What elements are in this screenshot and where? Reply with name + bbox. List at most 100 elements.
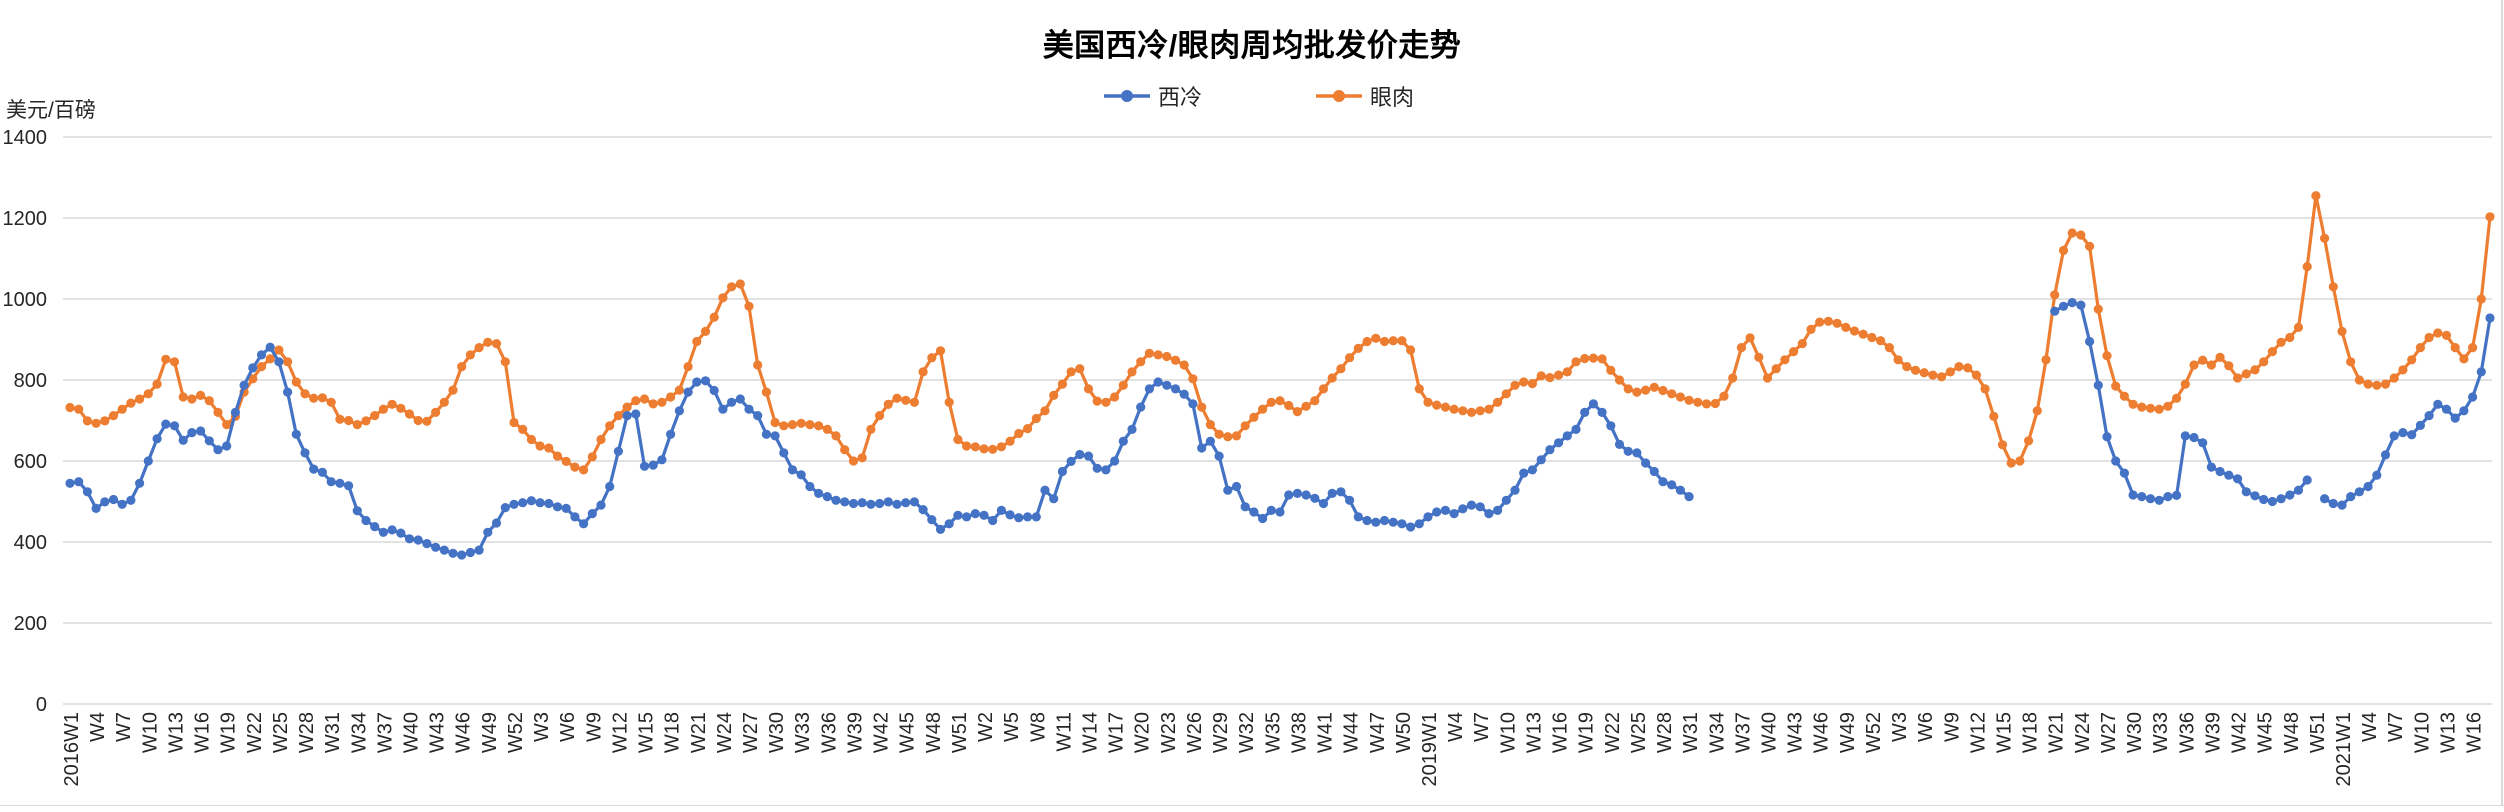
data-point bbox=[2085, 241, 2095, 251]
data-point bbox=[2407, 430, 2417, 440]
data-point bbox=[2241, 369, 2251, 379]
x-axis-label: W33 bbox=[792, 712, 814, 753]
data-point bbox=[1240, 421, 1250, 431]
data-point bbox=[169, 421, 180, 431]
x-axis-label: W13 bbox=[2437, 712, 2459, 753]
data-point bbox=[979, 510, 989, 520]
legend-item-yanrou[interactable]: 眼肉 bbox=[1316, 80, 1414, 112]
data-point bbox=[483, 337, 493, 347]
data-point bbox=[1562, 367, 1572, 377]
data-point bbox=[1858, 329, 1868, 339]
data-point bbox=[300, 389, 310, 399]
data-point bbox=[1083, 384, 1094, 394]
data-point bbox=[491, 339, 502, 349]
data-point bbox=[526, 434, 537, 445]
x-axis-label: W18 bbox=[662, 712, 684, 753]
data-point bbox=[161, 354, 171, 364]
data-point bbox=[1414, 384, 1424, 394]
data-point bbox=[2050, 290, 2060, 300]
data-point bbox=[2015, 456, 2025, 466]
data-point bbox=[1023, 424, 1033, 434]
data-point bbox=[1893, 355, 1903, 365]
data-point bbox=[274, 345, 284, 355]
data-point bbox=[2198, 355, 2208, 365]
legend-item-xileng[interactable]: 西冷 bbox=[1104, 80, 1202, 112]
data-point bbox=[1588, 399, 1598, 409]
data-point bbox=[2389, 373, 2399, 383]
data-point bbox=[457, 550, 467, 560]
data-point bbox=[648, 399, 658, 409]
x-axis-label: W42 bbox=[2229, 712, 2251, 753]
data-point bbox=[1667, 389, 1677, 399]
x-axis-label: W24 bbox=[714, 712, 736, 753]
data-point bbox=[805, 420, 815, 430]
data-point bbox=[1545, 373, 1555, 383]
data-point bbox=[779, 448, 789, 458]
data-point bbox=[1623, 446, 1633, 456]
data-point bbox=[1919, 368, 1929, 378]
data-point bbox=[1127, 424, 1137, 434]
data-point bbox=[988, 515, 998, 526]
data-point bbox=[274, 357, 284, 367]
x-axis-label: W46 bbox=[453, 712, 475, 753]
data-point bbox=[2459, 354, 2469, 364]
data-point bbox=[1841, 322, 1851, 332]
data-point bbox=[1031, 413, 1041, 424]
data-point bbox=[1240, 502, 1250, 512]
data-point bbox=[387, 525, 397, 535]
data-point bbox=[1258, 513, 1268, 524]
data-point bbox=[613, 411, 624, 421]
data-point bbox=[222, 420, 232, 430]
data-point bbox=[1701, 399, 1712, 409]
data-point bbox=[291, 377, 301, 387]
data-point bbox=[300, 448, 310, 458]
data-point bbox=[1440, 402, 1450, 412]
data-point bbox=[2050, 306, 2060, 316]
data-point bbox=[1832, 318, 1842, 328]
data-point bbox=[2354, 375, 2364, 385]
data-point bbox=[2215, 352, 2225, 362]
data-point bbox=[1649, 382, 1659, 392]
data-point bbox=[1057, 466, 1067, 477]
data-point bbox=[875, 498, 885, 509]
data-point bbox=[2085, 336, 2095, 347]
data-point bbox=[2119, 391, 2129, 401]
data-point bbox=[335, 414, 345, 424]
data-point bbox=[570, 512, 580, 522]
data-point bbox=[1658, 477, 1668, 487]
data-point bbox=[1771, 364, 1781, 374]
data-point bbox=[2346, 357, 2356, 367]
data-point bbox=[1501, 495, 1511, 505]
x-axis-label: W9 bbox=[583, 712, 605, 742]
y-axis-label: 200 bbox=[14, 613, 47, 635]
data-point bbox=[822, 424, 832, 434]
x-axis-label: W6 bbox=[1915, 712, 1937, 742]
data-point bbox=[2424, 411, 2434, 421]
data-point bbox=[718, 293, 728, 303]
data-point bbox=[727, 282, 737, 292]
data-point bbox=[631, 396, 641, 406]
data-point bbox=[1527, 465, 1537, 475]
x-axis-label: 2021W1 bbox=[2333, 712, 2355, 787]
data-point bbox=[909, 497, 920, 507]
data-point bbox=[361, 515, 371, 526]
data-point bbox=[431, 542, 441, 552]
data-point bbox=[117, 404, 127, 414]
data-point bbox=[2328, 498, 2338, 509]
data-point bbox=[918, 505, 928, 515]
data-point bbox=[1406, 522, 1416, 532]
data-point bbox=[1284, 490, 1294, 500]
data-point bbox=[1693, 397, 1703, 407]
x-axis-label: W9 bbox=[1941, 712, 1963, 742]
x-axis-label: W40 bbox=[400, 712, 422, 753]
x-axis-label: W7 bbox=[113, 712, 135, 742]
data-point bbox=[152, 379, 162, 389]
data-point bbox=[1641, 458, 1651, 468]
x-axis-label: W7 bbox=[1471, 712, 1493, 742]
data-point bbox=[1223, 432, 1233, 442]
data-point bbox=[2102, 432, 2112, 442]
data-point bbox=[631, 409, 641, 419]
yanrou-line-marker-icon bbox=[1316, 88, 1362, 104]
x-axis-label: W23 bbox=[1158, 712, 1180, 753]
